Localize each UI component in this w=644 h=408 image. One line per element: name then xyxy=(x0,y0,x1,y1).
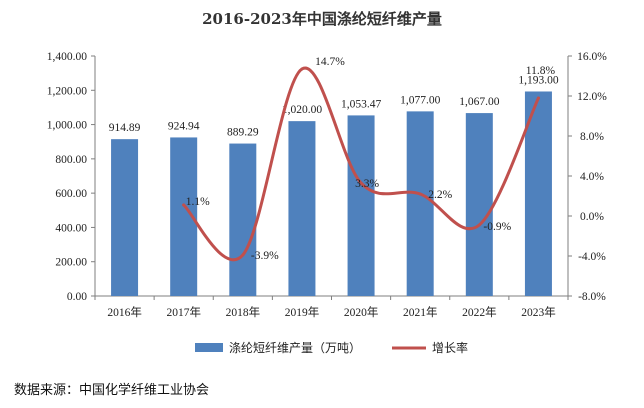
bar xyxy=(524,91,552,296)
right-axis-tick-label: 8.0% xyxy=(580,131,604,143)
growth-point xyxy=(300,67,304,71)
line-data-label: 11.8% xyxy=(526,65,556,77)
x-axis-tick-label: 2018年 xyxy=(226,305,261,319)
left-axis-tick-label: 1,400.00 xyxy=(47,51,88,63)
growth-point xyxy=(359,181,363,185)
line-data-label: -0.9% xyxy=(483,221,511,233)
bar-data-label: 1,193.00 xyxy=(518,74,559,86)
bar xyxy=(406,111,434,296)
right-axis-tick-label: 16.0% xyxy=(577,51,607,63)
left-axis-tick-label: 200.00 xyxy=(55,257,87,269)
x-axis-tick-label: 2019年 xyxy=(285,305,320,319)
line-data-label: 3.3% xyxy=(355,178,379,190)
bar-data-label: 1,077.00 xyxy=(400,94,441,106)
bar-data-label: 914.89 xyxy=(109,122,141,134)
line-data-label: 1.1% xyxy=(186,196,210,208)
bar xyxy=(111,139,139,296)
legend-bar-label: 涤纶短纤维产量（万吨） xyxy=(229,341,361,355)
source-note: 数据来源：中国化学纤维工业协会 xyxy=(14,383,210,398)
axes: 0.00 200.00 400.00 600.00 800.00 1,000.00 1,20… xyxy=(47,51,608,319)
x-axis-tick-label: 2016年 xyxy=(107,305,142,319)
right-axis-tick-label: 0.0% xyxy=(580,211,604,223)
line-data-label: 14.7% xyxy=(315,56,345,68)
right-axis-tick-label: -8.0% xyxy=(578,291,606,303)
x-axis-tick-label: 2022年 xyxy=(462,305,497,319)
bar-data-label: 1,020.00 xyxy=(282,104,323,116)
legend: 涤纶短纤维产量（万吨） 增长率 xyxy=(195,340,468,355)
growth-point xyxy=(536,96,540,100)
x-axis-tick-label: 2020年 xyxy=(344,305,379,319)
legend-bar-swatch xyxy=(195,343,223,352)
line-data-label: -3.9% xyxy=(251,250,279,262)
right-axis-tick-label: -4.0% xyxy=(578,251,606,263)
bar xyxy=(347,115,375,296)
bar xyxy=(288,121,316,297)
left-axis-tick-label: 1,000.00 xyxy=(47,120,88,132)
line-data-labels: 1.1% -3.9% 14.7% 3.3% 2.2% -0.9% 11.8% xyxy=(186,56,556,262)
bar-data-label: 1,067.00 xyxy=(459,96,500,108)
line-data-label: 2.2% xyxy=(428,189,452,201)
bar-data-label: 889.29 xyxy=(227,127,259,139)
growth-point xyxy=(477,223,481,227)
bar xyxy=(465,113,493,296)
x-axis-tick-label: 2023年 xyxy=(521,305,556,319)
bar-data-label: 1,053.47 xyxy=(341,98,382,110)
bar-data-labels: 914.89 924.94 889.29 1,020.00 1,053.47 1,077.… xyxy=(109,74,559,138)
chart-title: 2016-2023年中国涤纶短纤维产量 xyxy=(202,10,442,28)
bar xyxy=(229,143,257,296)
left-axis-tick-label: 1,200.00 xyxy=(47,85,88,97)
right-axis-tick-label: 4.0% xyxy=(580,171,604,183)
growth-point xyxy=(182,203,186,207)
x-axis-tick-label: 2017年 xyxy=(166,305,201,319)
growth-point xyxy=(418,192,422,196)
left-axis-tick-label: 400.00 xyxy=(55,222,87,234)
bar-data-label: 924.94 xyxy=(168,120,200,132)
left-axis-tick-label: 0.00 xyxy=(67,291,87,303)
left-axis-tick-label: 600.00 xyxy=(55,188,87,200)
legend-line-label: 增长率 xyxy=(432,340,468,355)
x-axis-tick-label: 2021年 xyxy=(403,305,438,319)
left-axis-tick-label: 800.00 xyxy=(55,154,87,166)
growth-line-series xyxy=(182,66,540,262)
growth-point xyxy=(241,253,245,257)
right-axis-tick-label: 12.0% xyxy=(577,91,607,103)
